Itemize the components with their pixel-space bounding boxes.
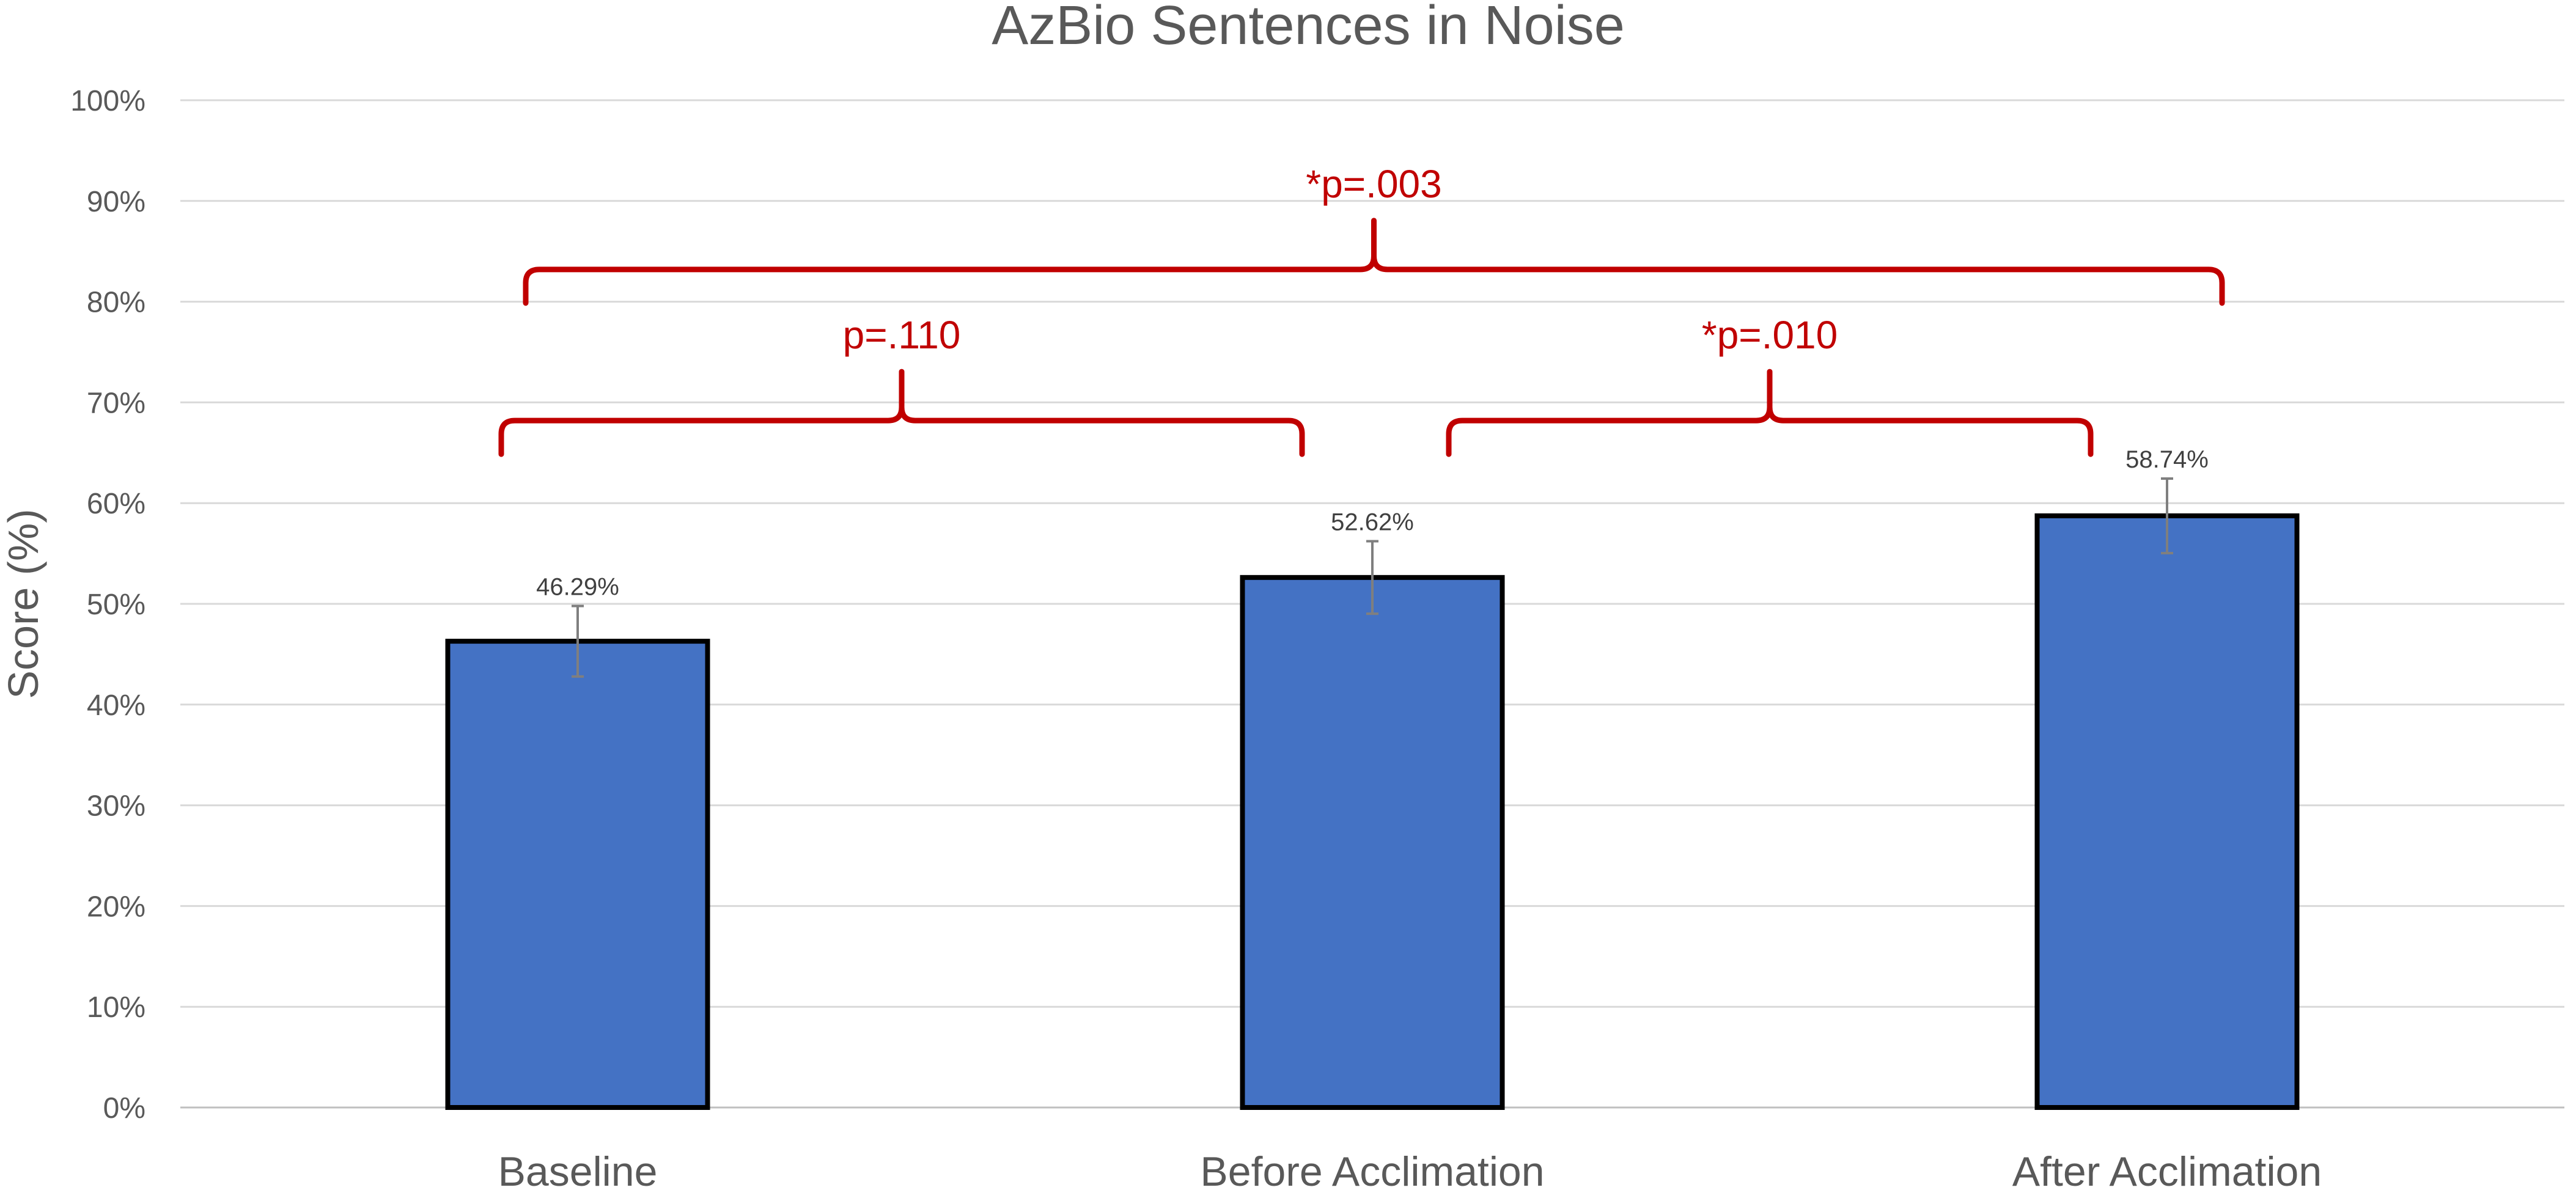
p-value-label-1: *p=.010 — [1702, 313, 1838, 357]
y-tick-label-80: 80% — [87, 287, 145, 319]
data-label-2: 58.74% — [2125, 446, 2209, 473]
y-tick-label-20: 20% — [87, 891, 145, 923]
significance-brackets: p=.110 *p=.010 *p=.003 — [498, 162, 2225, 457]
bars: 46.29% Baseline 52.62% Before Acclimation 58… — [445, 446, 2322, 1195]
category-label-1: Before Acclimation — [1200, 1148, 1544, 1195]
bracket-1 — [1446, 369, 2094, 457]
y-tick-label-10: 10% — [87, 991, 145, 1024]
y-tick-label-30: 30% — [87, 790, 145, 823]
y-tick-label-70: 70% — [87, 387, 145, 419]
y-axis-label: Score (%) — [0, 509, 47, 699]
bracket-2 — [523, 218, 2225, 306]
y-tick-label-0: 0% — [103, 1092, 145, 1125]
category-label-0: Baseline — [498, 1148, 658, 1195]
y-tick-label-90: 90% — [87, 186, 145, 218]
chart-title: AzBio Sentences in Noise — [992, 0, 1625, 56]
y-tick-label-100: 100% — [70, 85, 145, 117]
data-label-1: 52.62% — [1331, 509, 1414, 535]
bar-1 — [1240, 575, 1505, 1110]
bracket-0 — [498, 369, 1305, 457]
data-label-0: 46.29% — [536, 573, 619, 600]
bar-0 — [445, 639, 710, 1110]
bar-2 — [2034, 513, 2300, 1110]
category-label-2: After Acclimation — [2012, 1148, 2322, 1195]
p-value-label-0: p=.110 — [843, 313, 961, 357]
y-tick-label-60: 60% — [87, 488, 145, 520]
y-tick-label-50: 50% — [87, 589, 145, 621]
y-tick-label-40: 40% — [87, 689, 145, 722]
p-value-label-2: *p=.003 — [1306, 162, 1441, 206]
